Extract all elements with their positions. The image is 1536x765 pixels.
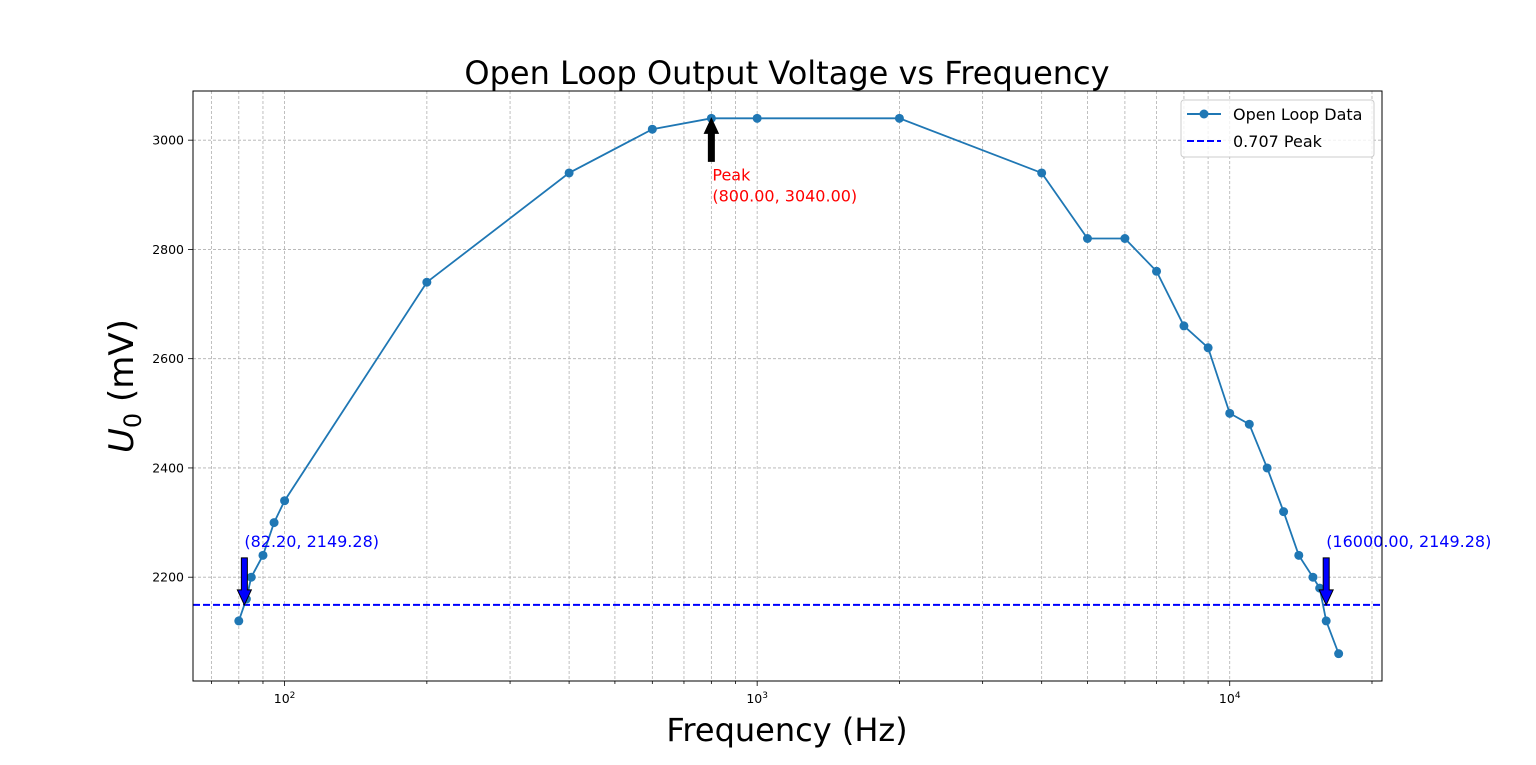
data-point bbox=[1294, 550, 1304, 560]
x-tick-label: 104 bbox=[1219, 691, 1241, 706]
legend-label-reference: 0.707 Peak bbox=[1233, 132, 1323, 151]
y-tick-label: 2200 bbox=[152, 570, 184, 585]
y-axis-label-symbol: U bbox=[102, 428, 142, 453]
y-axis-label-unit: (mV) bbox=[102, 319, 142, 402]
peak-annotation-label: Peak bbox=[712, 165, 751, 184]
y-tick-label: 2800 bbox=[152, 242, 184, 257]
legend-frame bbox=[1180, 99, 1375, 158]
y-axis-label: U0 (mV) bbox=[102, 319, 147, 453]
data-point bbox=[234, 616, 244, 626]
y-tick-label: 3000 bbox=[152, 133, 184, 148]
legend-marker-open-loop bbox=[1199, 109, 1209, 119]
data-point bbox=[1321, 616, 1331, 626]
data-point bbox=[1179, 321, 1189, 331]
data-point bbox=[1279, 507, 1289, 517]
data-point bbox=[647, 124, 657, 134]
data-point bbox=[280, 496, 290, 506]
x-tick-label-exponent: 3 bbox=[762, 691, 768, 701]
x-tick-label: 102 bbox=[274, 691, 296, 706]
x-axis-label: Frequency (Hz) bbox=[666, 711, 907, 749]
peak-arrow bbox=[703, 117, 720, 162]
x-tick-label: 103 bbox=[746, 691, 768, 706]
cutoff-annotation-label: (16000.00, 2149.28) bbox=[1326, 532, 1491, 551]
data-point bbox=[422, 277, 432, 287]
data-point bbox=[1262, 463, 1272, 473]
data-point bbox=[1037, 168, 1047, 178]
data-point bbox=[1334, 649, 1344, 659]
data-point bbox=[564, 168, 574, 178]
data-point bbox=[752, 113, 762, 123]
y-axis-label-subscript: 0 bbox=[119, 413, 147, 428]
cutoff-arrow bbox=[236, 557, 253, 607]
cutoff-arrow bbox=[1318, 557, 1334, 607]
data-point bbox=[1082, 234, 1092, 243]
data-point bbox=[1152, 266, 1162, 276]
grid bbox=[193, 91, 1382, 681]
data-point bbox=[894, 113, 904, 123]
data-point bbox=[1225, 408, 1235, 418]
data-point bbox=[1308, 572, 1318, 582]
data-point bbox=[246, 572, 256, 582]
x-tick-label-base: 10 bbox=[746, 691, 762, 706]
data-point bbox=[258, 550, 268, 560]
data-point bbox=[1203, 343, 1213, 353]
x-tick-label-base: 10 bbox=[1219, 691, 1235, 706]
plot-frame bbox=[192, 90, 1383, 682]
chart-title: Open Loop Output Voltage vs Frequency bbox=[464, 54, 1109, 92]
x-tick-label-exponent: 4 bbox=[1235, 691, 1241, 701]
data-point bbox=[1120, 234, 1130, 243]
y-tick-label: 2400 bbox=[152, 460, 184, 475]
x-tick-label-exponent: 2 bbox=[290, 691, 296, 701]
x-tick-label-base: 10 bbox=[274, 691, 290, 706]
y-tick-label: 2600 bbox=[152, 351, 184, 366]
legend-label-open-loop: Open Loop Data bbox=[1233, 105, 1362, 124]
legend: Open Loop Data 0.707 Peak bbox=[1180, 99, 1375, 158]
annotations-group: Peak (800.00, 3040.00) (82.20, 2149.28) (16… bbox=[236, 117, 1491, 607]
peak-annotation-coordinates: (800.00, 3040.00) bbox=[712, 186, 857, 205]
data-point bbox=[269, 518, 279, 528]
cutoff-annotation-label: (82.20, 2149.28) bbox=[244, 532, 379, 551]
data-point bbox=[1244, 419, 1254, 429]
